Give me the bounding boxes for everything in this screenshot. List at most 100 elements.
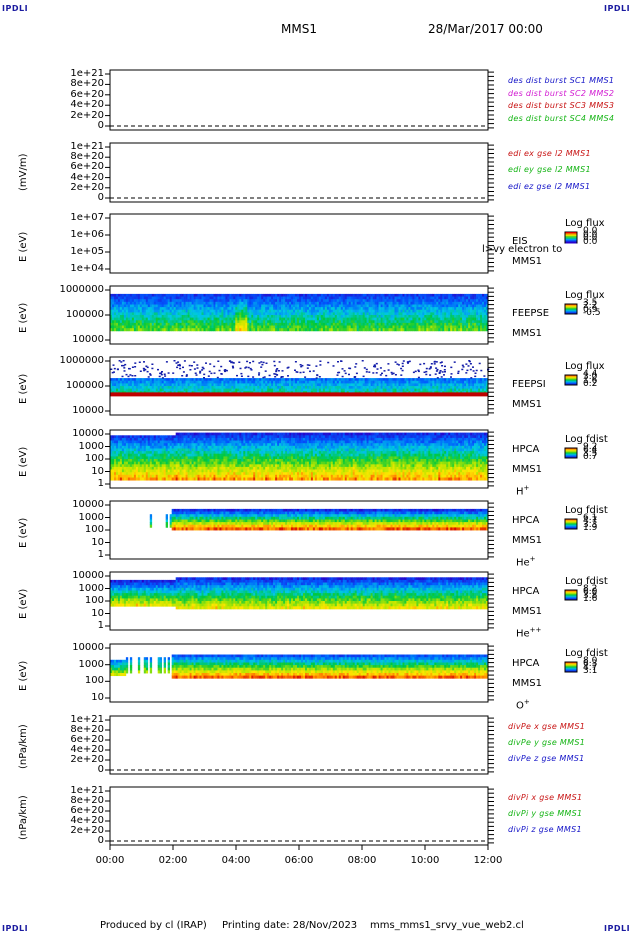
spectrogram-cell (408, 304, 411, 308)
spectrogram-cell (400, 299, 403, 303)
spectrogram-cell (145, 383, 149, 387)
spectrogram-cell (189, 474, 192, 478)
spectrogram-cell (346, 378, 349, 382)
spectrogram-cell (177, 435, 180, 439)
spectrogram-cell (299, 296, 302, 300)
spectrogram-cell (330, 325, 334, 329)
spectrogram-cell (187, 432, 190, 436)
spectrogram-cell (153, 464, 157, 468)
spectrogram-cell (143, 448, 147, 452)
spectrogram-cell (450, 307, 453, 311)
spectrogram-cell (354, 328, 357, 332)
spectrogram-cell (173, 312, 176, 316)
spectrogram-cell (181, 464, 184, 468)
feepsi-speck (252, 376, 255, 378)
spectrogram-cell (460, 378, 463, 382)
spectrogram-cell (237, 307, 240, 311)
spectrogram-cell (346, 299, 349, 303)
spectrogram-cell (153, 477, 157, 481)
spectrogram-cell (428, 320, 431, 324)
spectrogram-cell (195, 309, 198, 313)
spectrogram-cell (131, 322, 135, 326)
spectrogram-cell (199, 432, 202, 436)
spectrogram-cell (153, 328, 157, 332)
spectrogram-cell (350, 320, 353, 324)
spectrogram-cell (193, 328, 196, 332)
spectrogram-cell (249, 299, 252, 303)
spectrogram-cell (283, 320, 286, 324)
spectrogram-cell (404, 309, 407, 313)
spectrogram-cell (281, 312, 284, 316)
spectrogram-cell (434, 325, 437, 329)
spectrogram-cell (141, 453, 145, 457)
spectrogram-cell (287, 312, 290, 316)
spectrogram-cell (452, 380, 455, 384)
spectrogram-cell (121, 435, 125, 439)
spectrogram-cell (161, 437, 164, 441)
spectrogram-cell (137, 386, 141, 390)
spectrogram-cell (412, 312, 415, 316)
spectrogram-cell (350, 299, 353, 303)
spectrogram-cell (273, 304, 276, 308)
spectrogram-cell (440, 388, 443, 392)
spectrogram-cell (181, 477, 184, 481)
spectrogram-cell (229, 328, 232, 332)
spectrogram-cell (326, 299, 330, 303)
feepsi-speck (412, 371, 415, 374)
spectrogram-cell (189, 383, 192, 387)
spectrogram-cell (151, 380, 155, 384)
spectrogram-cell (368, 317, 371, 321)
spectrogram-cell (112, 435, 115, 439)
spectrogram-cell (177, 299, 180, 303)
spectrogram-cell (305, 299, 308, 303)
spectrogram-cell (221, 383, 224, 387)
spectrogram-cell (225, 380, 228, 384)
spectrogram-cell (207, 299, 210, 303)
spectrogram-cell (161, 301, 164, 305)
spectrogram-cell (231, 296, 234, 300)
spectrogram-cell (255, 380, 258, 384)
spectrogram-cell (209, 312, 212, 316)
spectrogram-cell (412, 322, 415, 326)
spectrogram-cell (358, 320, 361, 324)
spectrogram-cell (293, 299, 296, 303)
spectrogram-cell (279, 309, 282, 313)
spectrogram-cell (368, 315, 371, 319)
spectrogram-cell (308, 328, 312, 332)
spectrogram-cell (121, 378, 125, 382)
spectrogram-cell (338, 301, 342, 305)
spectrogram-cell (466, 320, 469, 324)
feepsi-speck (419, 363, 422, 366)
spectrogram-cell (297, 304, 300, 308)
feepsi-speck (201, 369, 204, 371)
spectrogram-cell (167, 445, 170, 449)
spectrogram-cell (175, 477, 178, 481)
feepsi-speck (196, 364, 199, 366)
spectrogram-cell (299, 309, 302, 313)
spectrogram-cell (257, 378, 260, 382)
spectrogram-cell (442, 296, 445, 300)
spectrogram-cell (221, 317, 224, 321)
spectrogram-cell (287, 296, 290, 300)
spectrogram-cell (312, 388, 316, 392)
spectrogram-cell (201, 432, 204, 436)
spectrogram-cell (352, 325, 355, 329)
spectrogram-cell (217, 304, 220, 308)
spectrogram-cell (219, 296, 222, 300)
spectrogram-cell (404, 378, 407, 382)
spectrogram-cell (440, 304, 443, 308)
spectrogram-cell (350, 296, 353, 300)
feepsi-speck (363, 367, 366, 369)
spectrogram-cell (247, 301, 250, 305)
spectrogram-cell (458, 320, 461, 324)
spectrogram-cell (380, 296, 383, 300)
spectrogram-cell (448, 304, 451, 308)
spectrogram-cell (406, 315, 409, 319)
spectrogram-cell (420, 301, 423, 305)
spectrogram-cell (195, 378, 198, 382)
spectrogram-cell (442, 312, 445, 316)
spectrogram-cell (199, 437, 202, 441)
spectrogram-cell (129, 317, 133, 321)
spectrogram-cell (289, 378, 292, 382)
spectrogram-cell (295, 293, 298, 297)
